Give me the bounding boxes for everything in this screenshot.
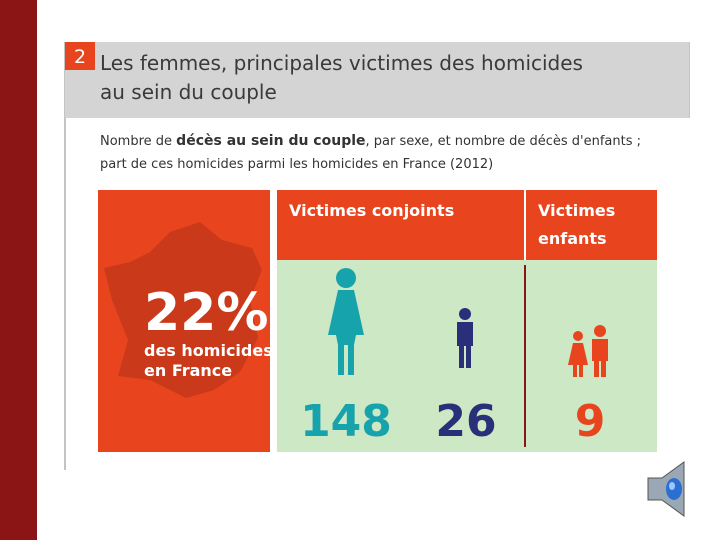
women-count: 148 [300,396,392,447]
children-icon [568,325,608,377]
france-share: 22% [144,283,268,343]
france-caption: des homicides [144,341,273,360]
subtitle-part: Nombre de [100,134,176,149]
subtitle: Nombre de décès au sein du couple, par s… [100,133,641,149]
subtitle: part de ces homicides parmi les homicide… [100,157,493,172]
france-caption: en France [144,361,232,380]
france-map [104,222,262,398]
header-band [65,42,689,118]
panel-heading: enfants [538,229,607,248]
header-title: au sein du couple [100,80,277,104]
header-title: Les femmes, principales victimes des hom… [100,51,583,75]
panel-heading: Victimes conjoints [289,201,454,220]
number-box [65,42,95,70]
children-count: 9 [575,396,606,447]
panel-header [277,190,657,260]
men-count: 26 [435,396,496,447]
side-bar [0,0,37,540]
subtitle-part: , par sexe, et nombre de décès d'enfants… [366,134,642,149]
man-icon [457,308,473,368]
subtitle-bold: décès au sein du couple [176,133,365,149]
woman-icon [328,268,364,375]
panel-heading: Victimes [538,201,615,220]
audio-icon[interactable] [647,461,685,517]
header-number: 2 [74,46,86,68]
